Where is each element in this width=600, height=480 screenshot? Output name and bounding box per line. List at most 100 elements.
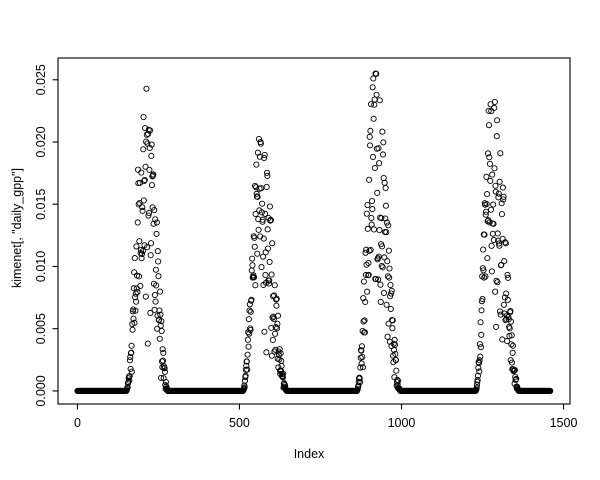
data-point	[254, 193, 261, 200]
data-point	[269, 240, 276, 247]
data-point	[478, 307, 485, 314]
data-point	[498, 200, 505, 207]
data-point	[366, 247, 373, 254]
data-point	[483, 191, 491, 198]
data-point	[157, 288, 164, 295]
y-tick-label: 0.010	[34, 251, 48, 282]
data-point	[258, 264, 265, 271]
y-tick-label: 0.020	[34, 126, 48, 157]
data-point	[252, 210, 259, 218]
data-point	[376, 160, 383, 167]
data-point	[131, 319, 138, 326]
data-point	[129, 326, 136, 333]
data-point	[494, 117, 501, 124]
data-point	[392, 356, 400, 364]
data-point	[370, 115, 377, 122]
data-point	[493, 277, 500, 284]
data-point	[127, 365, 134, 372]
data-point	[374, 189, 381, 196]
data-point	[367, 142, 374, 149]
data-point	[366, 176, 373, 183]
data-point	[364, 225, 371, 232]
data-point	[131, 255, 138, 262]
data-point	[380, 289, 388, 297]
data-point	[143, 131, 150, 138]
data-point	[279, 374, 286, 381]
data-point	[476, 341, 483, 348]
data-point	[476, 368, 483, 375]
data-point	[243, 362, 250, 369]
data-point	[255, 226, 262, 233]
data-point	[263, 349, 270, 356]
data-point	[376, 97, 383, 104]
data-point	[373, 91, 380, 98]
data-point	[275, 351, 283, 359]
data-point	[277, 350, 284, 357]
data-point	[153, 282, 160, 289]
data-point	[273, 295, 280, 302]
data-point	[358, 347, 365, 354]
data-point	[378, 262, 385, 269]
data-point	[357, 364, 364, 371]
data-point	[486, 154, 493, 161]
data-point	[495, 240, 503, 247]
data-point	[497, 150, 504, 157]
data-point	[369, 153, 377, 160]
data-point	[261, 154, 268, 162]
data-point	[156, 307, 163, 314]
data-point	[244, 336, 251, 343]
data-point	[385, 247, 392, 254]
data-point	[500, 301, 507, 308]
data-point	[384, 333, 391, 340]
data-point	[508, 359, 516, 366]
x-tick-label: 1500	[550, 416, 578, 430]
data-point	[488, 268, 495, 275]
data-point	[253, 190, 260, 197]
data-point	[389, 317, 396, 324]
data-point	[489, 171, 496, 178]
data-point	[152, 216, 159, 223]
data-point	[504, 296, 511, 303]
data-point	[511, 367, 518, 374]
data-point	[261, 151, 268, 158]
data-point	[496, 178, 503, 185]
data-point	[375, 276, 382, 283]
data-point	[262, 271, 269, 278]
data-point	[474, 376, 481, 384]
data-point	[368, 221, 375, 228]
data-point	[265, 280, 273, 287]
data-point	[152, 266, 159, 273]
data-point	[487, 206, 494, 213]
data-point	[375, 145, 382, 152]
data-point	[252, 282, 259, 289]
data-point	[389, 325, 396, 332]
data-point	[148, 141, 155, 148]
data-point	[250, 274, 258, 281]
data-point	[151, 206, 158, 214]
data-point	[377, 281, 384, 288]
data-point	[153, 219, 160, 226]
data-point	[481, 231, 488, 238]
data-point	[162, 378, 169, 386]
data-point	[257, 140, 264, 147]
data-point	[144, 244, 151, 251]
data-point	[480, 246, 487, 253]
data-point	[480, 267, 487, 274]
data-point	[274, 320, 281, 327]
data-point	[246, 307, 253, 314]
data-point	[361, 329, 368, 336]
data-point	[490, 236, 497, 244]
data-point	[500, 193, 507, 200]
data-point	[498, 261, 505, 268]
data-point	[387, 293, 394, 300]
data-point	[146, 209, 153, 216]
data-point	[259, 218, 266, 225]
data-point	[502, 239, 509, 246]
data-point	[381, 254, 388, 261]
data-point	[140, 146, 147, 153]
data-point	[272, 324, 279, 331]
data-point	[248, 296, 255, 303]
data-point	[132, 307, 139, 314]
data-point	[478, 331, 485, 338]
data-point	[271, 282, 278, 289]
